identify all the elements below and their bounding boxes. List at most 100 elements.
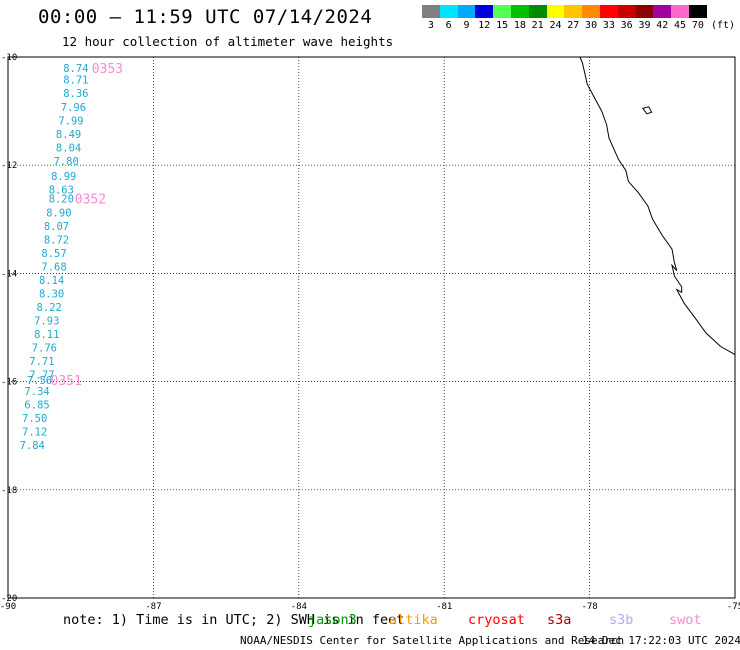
legend-label: 21 (531, 20, 544, 31)
lat-tick-label: -14 (1, 269, 17, 279)
legend-bin: 45 (671, 5, 689, 31)
legend-swatch (528, 5, 547, 18)
legend-swatch (510, 5, 529, 18)
lon-tick-label: -81 (436, 602, 452, 612)
satellite-label: cryosat (468, 612, 525, 628)
legend-label: 42 (656, 20, 669, 31)
wave-height-value: 7.12 (22, 426, 47, 438)
legend-label: 3 (427, 20, 434, 31)
wave-height-value: 8.11 (34, 329, 59, 341)
legend-swatch (599, 5, 618, 18)
legend-label: 12 (478, 20, 491, 31)
legend-swatch (688, 5, 707, 18)
wave-height-value: 8.90 (46, 207, 71, 219)
lat-tick-label: -20 (1, 594, 17, 604)
legend-bin: 39 (635, 5, 654, 31)
legend-bin: 70 (688, 5, 707, 31)
lat-tick-label: -18 (1, 486, 17, 496)
legend-label: 18 (513, 20, 526, 31)
wave-height-value: 8.72 (44, 234, 69, 246)
note-text: note: 1) Time is in UTC; 2) SWH is in fe… (63, 612, 405, 628)
legend-label: 27 (567, 20, 580, 31)
lon-tick-label: -75 (727, 602, 740, 612)
pass-label: 0353 (92, 62, 123, 77)
legend-swatch (546, 5, 565, 18)
satellite-label: jason3 (308, 612, 357, 628)
wave-height-value: 7.84 (20, 440, 45, 452)
legend-label: 24 (549, 20, 562, 31)
satellite-label: s3a (547, 612, 572, 628)
legend-bin: 30 (582, 5, 600, 31)
wave-height-value: 8.63 (49, 185, 74, 197)
satellite-label: altika (389, 612, 438, 628)
wave-height-value: 8.22 (37, 302, 62, 314)
wave-height-value: 8.49 (56, 129, 81, 141)
legend-bin: 12 (475, 5, 494, 31)
legend-label: 30 (585, 20, 598, 31)
legend-label: 15 (496, 20, 509, 31)
legend-swatch (582, 5, 600, 18)
legend-label: 70 (691, 20, 704, 31)
legend-swatch (422, 5, 440, 18)
wave-height-value: 7.99 (58, 115, 83, 127)
lon-tick-label: -87 (145, 602, 161, 612)
wave-height-value: 8.14 (39, 275, 64, 287)
wave-height-value: 7.76 (32, 343, 57, 355)
wave-height-value: 7.50 (22, 413, 47, 425)
wave-height-value: 8.07 (44, 221, 69, 233)
wave-height-value: 8.99 (51, 171, 76, 183)
legend-bin: 21 (528, 5, 547, 31)
lat-tick-label: -10 (1, 53, 17, 63)
legend-bin: 6 (439, 5, 458, 31)
legend-bin: 42 (653, 5, 672, 31)
legend-label: 45 (674, 20, 687, 31)
wave-height-value: 7.77 (29, 370, 54, 382)
wave-height-value: 8.20 (49, 194, 74, 206)
footer-credit: NOAA/NESDIS Center for Satellite Applica… (240, 634, 625, 647)
wave-height-value: 6.85 (24, 399, 49, 411)
map-subtitle: 12 hour collection of altimeter wave hei… (62, 34, 394, 49)
legend-swatch (475, 5, 494, 18)
legend-bin: 3 (422, 5, 440, 31)
legend-bin: 27 (564, 5, 583, 31)
legend-bin: 9 (457, 5, 476, 31)
island-outline (642, 106, 653, 115)
wave-height-value: 8.74 (63, 63, 88, 75)
legend-swatch (635, 5, 654, 18)
pass-label: 0351 (51, 374, 82, 389)
wave-height-value: 8.57 (41, 248, 66, 260)
wave-height-value: 8.30 (39, 288, 64, 300)
legend-label: 36 (620, 20, 633, 31)
coastline (579, 56, 736, 356)
legend-bin: 36 (617, 5, 636, 31)
wave-height-value: 7.80 (54, 156, 79, 168)
legend-label: 39 (638, 20, 651, 31)
pass-label: 0352 (75, 193, 106, 208)
lon-tick-label: -84 (291, 602, 307, 612)
legend-label: 6 (445, 20, 452, 31)
legend-swatch (617, 5, 636, 18)
legend-swatch (564, 5, 583, 18)
legend-swatch (653, 5, 672, 18)
map-title: 00:00 – 11:59 UTC 07/14/2024 (38, 6, 373, 28)
map-frame (7, 56, 736, 599)
wave-height-legend: 3 6 9 12 15 18 21 24 27 30 33 36 39 42 45 70 (422, 5, 707, 31)
lat-tick-label: -12 (1, 161, 17, 171)
legend-swatch (671, 5, 689, 18)
wave-height-value: 7.93 (34, 315, 59, 327)
legend-bin: 33 (599, 5, 618, 31)
legend-label: 33 (602, 20, 615, 31)
wave-height-value: 7.71 (29, 356, 54, 368)
legend-bin: 18 (510, 5, 529, 31)
legend-bin: 24 (546, 5, 565, 31)
legend-label: 9 (463, 20, 470, 31)
satellite-label: s3b (609, 612, 634, 628)
lon-tick-label: -90 (0, 602, 16, 612)
legend-bin: 15 (493, 5, 511, 31)
satellite-label: swot (669, 612, 702, 628)
legend-swatch (493, 5, 511, 18)
lat-tick-label: -16 (1, 378, 17, 388)
legend-unit: (ft) (711, 20, 736, 31)
footer-timestamp: 14 Dec 17:22:03 UTC 2024 (582, 634, 740, 647)
